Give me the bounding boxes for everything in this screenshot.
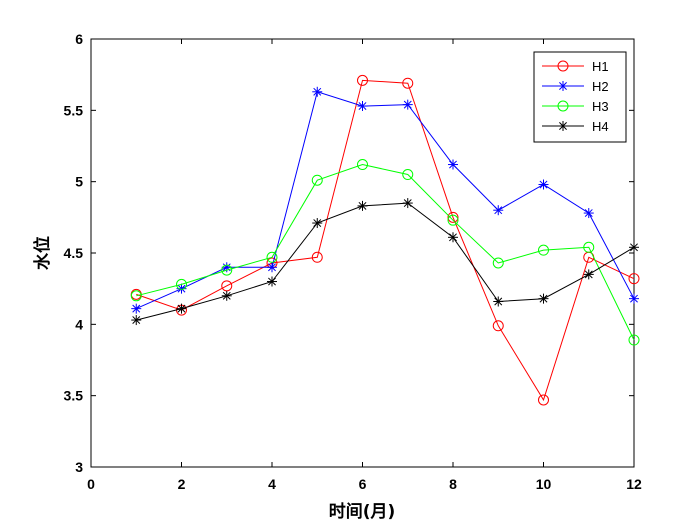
data-point-h4 (221, 290, 232, 301)
data-point-h3 (492, 257, 504, 269)
data-point-h3 (130, 290, 142, 302)
x-tick-label: 2 (178, 476, 186, 492)
x-tick-label: 6 (359, 476, 367, 492)
data-point-h3 (311, 174, 323, 186)
data-point-h3 (538, 244, 549, 256)
legend-entry-h1: H1 (542, 59, 609, 74)
data-point-h3 (402, 169, 414, 181)
data-point-h4 (357, 200, 368, 211)
data-point-h2 (493, 205, 504, 216)
series-layer (130, 74, 640, 406)
y-axis-title: 水位 (32, 236, 53, 270)
legend-marker (558, 81, 568, 91)
data-point-h3 (176, 278, 187, 290)
legend-label: H2 (592, 79, 609, 94)
data-point-h3 (447, 214, 459, 226)
legend-marker (557, 100, 569, 112)
legend-marker (557, 60, 569, 72)
data-point-h1 (357, 74, 368, 86)
data-point-h2 (267, 262, 277, 273)
series-h3 (130, 159, 640, 346)
legend-entry-h4: H4 (542, 119, 609, 134)
data-point-h2 (538, 179, 549, 190)
data-point-h2 (131, 303, 142, 314)
legend-label: H1 (592, 59, 609, 74)
data-point-h3 (266, 251, 278, 263)
data-point-h2 (357, 101, 368, 112)
legend-marker (558, 121, 568, 131)
series-line-h2 (136, 91, 635, 310)
legend-entry-h2: H2 (542, 79, 609, 94)
data-point-h2 (402, 99, 413, 110)
data-point-h3 (583, 241, 595, 253)
data-point-h4 (176, 303, 187, 314)
data-point-h1 (311, 251, 323, 263)
data-point-h4 (131, 315, 142, 326)
x-tick-label: 8 (449, 476, 457, 492)
legend: H1 H2 H3 H4 (533, 51, 627, 143)
data-point-h4 (312, 218, 323, 229)
data-point-h3 (357, 159, 368, 171)
y-tick-label: 5.5 (64, 102, 84, 118)
series-h4 (131, 198, 639, 326)
series-line-h1 (136, 79, 635, 402)
data-point-h4 (493, 296, 504, 307)
data-point-h2 (448, 159, 458, 170)
data-point-h4 (402, 198, 413, 209)
x-axis-title: 时间(月) (329, 501, 396, 522)
x-tick-label: 10 (536, 476, 552, 492)
legend-box (533, 51, 627, 143)
data-point-h4 (448, 232, 458, 243)
data-point-h1 (538, 394, 549, 406)
y-tick-label: 6 (75, 31, 83, 47)
series-line-h3 (136, 163, 635, 341)
data-point-h1 (628, 273, 640, 285)
axis-ticks: 0 2 4 6 8 10 12 3 3.5 4 4.5 5 5.5 6 (64, 31, 642, 492)
series-line-h4 (136, 202, 635, 321)
data-point-h2 (629, 293, 639, 304)
legend-entry-h3: H3 (542, 99, 609, 114)
data-point-h1 (402, 77, 414, 89)
x-tick-label: 12 (626, 476, 642, 492)
data-point-h3 (628, 334, 640, 346)
legend-label: H3 (592, 99, 609, 114)
x-tick-label: 4 (268, 476, 276, 492)
data-point-h4 (267, 276, 277, 287)
data-point-h1 (447, 211, 459, 223)
data-point-h4 (538, 293, 549, 304)
y-tick-label: 3.5 (64, 388, 84, 404)
x-tick-label: 0 (87, 476, 95, 492)
data-point-h1 (492, 320, 504, 332)
data-point-h4 (583, 269, 594, 280)
series-h1 (130, 74, 640, 406)
data-point-h3 (221, 264, 233, 276)
y-tick-label: 5 (75, 174, 83, 190)
y-tick-label: 4.5 (64, 245, 84, 261)
data-point-h2 (583, 208, 594, 219)
data-point-h2 (312, 86, 323, 97)
data-point-h4 (629, 242, 639, 253)
y-tick-label: 3 (75, 459, 83, 475)
legend-label: H4 (592, 119, 609, 134)
y-tick-label: 4 (75, 316, 83, 332)
